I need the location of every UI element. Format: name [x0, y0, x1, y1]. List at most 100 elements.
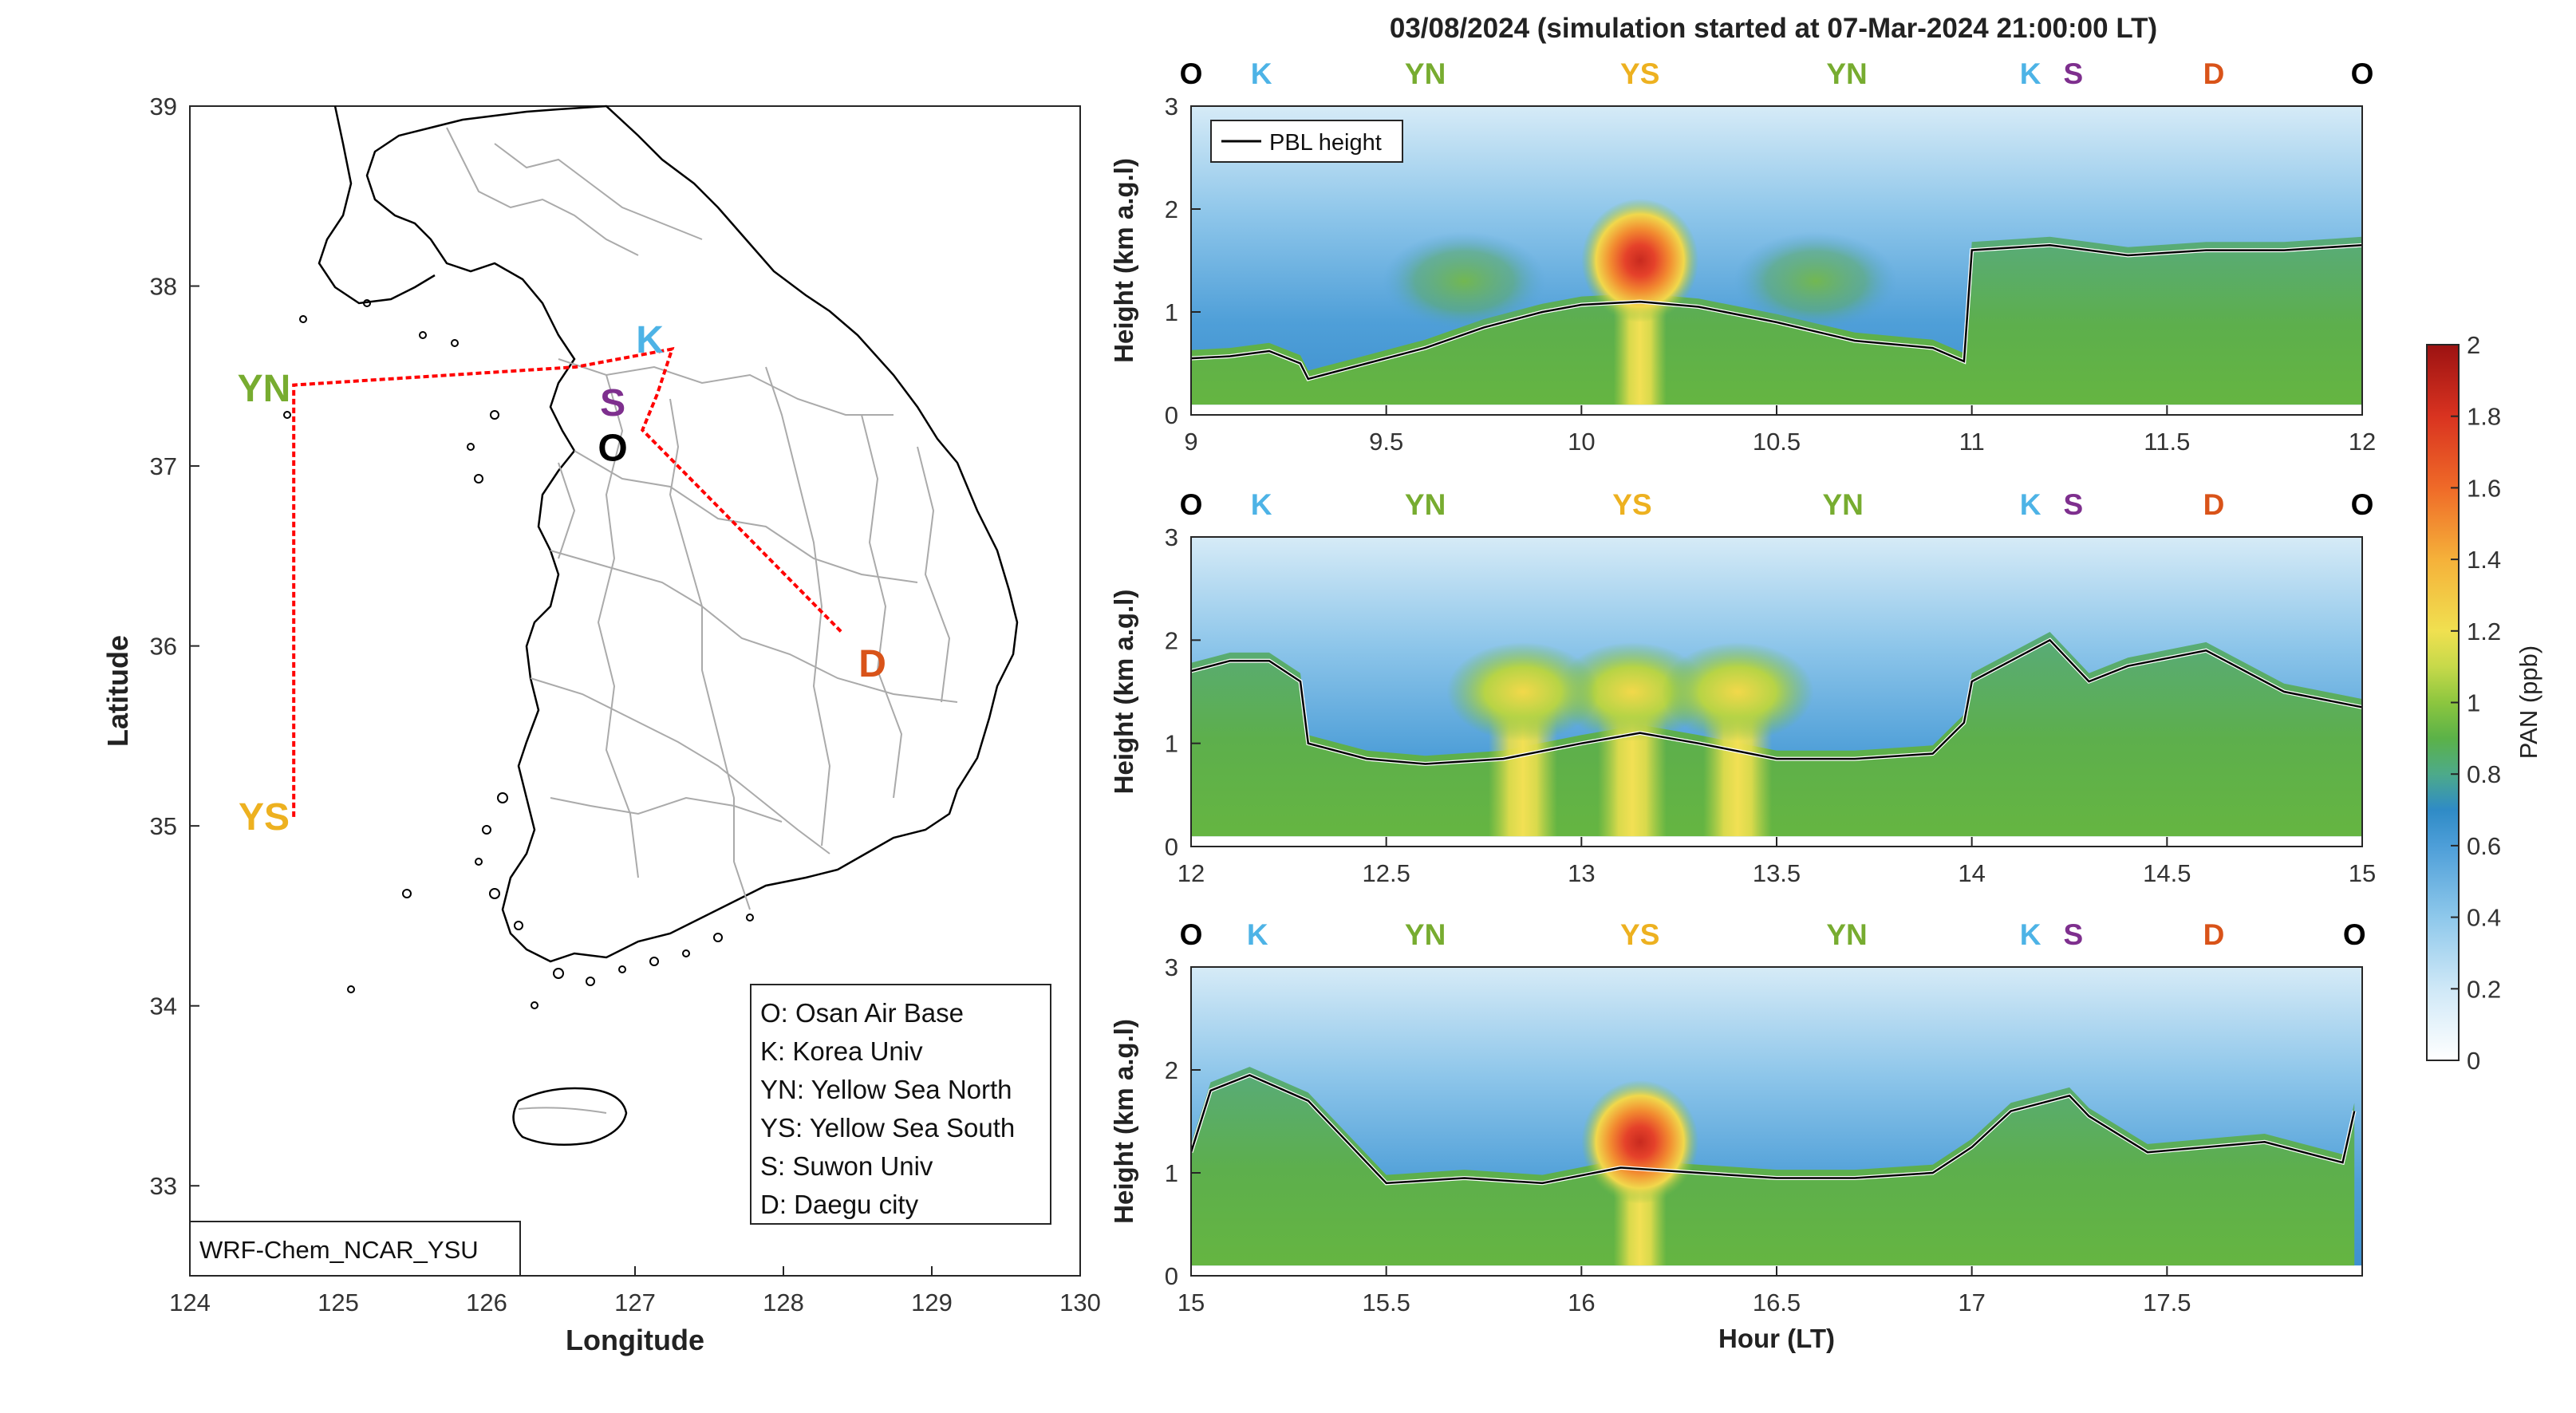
map-x-axis-label: Longitude: [566, 1324, 704, 1356]
panel-site-label-k: K: [1251, 57, 1272, 90]
panel-x-tick-label: 11.5: [2144, 428, 2190, 456]
panel-x-tick-label: 13: [1568, 859, 1595, 887]
pan-concentration-field: [1191, 537, 2362, 837]
panel-x-axis-label: Hour (LT): [1718, 1324, 1835, 1353]
pan-plume: [1556, 641, 1709, 742]
panel-y-tick-label: 2: [1165, 1056, 1178, 1084]
model-label-box: [189, 1221, 521, 1277]
panel-site-label-d: D: [2203, 57, 2225, 90]
panel-x-tick-label: 17: [1958, 1289, 1985, 1316]
panel-y-axis-label: Height (km a.g.l): [1109, 158, 1138, 363]
panel-site-label-ys: YS: [1612, 488, 1651, 521]
panel-x-tick-label: 16.5: [1753, 1289, 1801, 1316]
panel-site-label-o: O: [1180, 57, 1203, 90]
pbl-height-line: [1191, 1074, 2356, 1185]
panel-y-axis-label: Height (km a.g.l): [1109, 1019, 1138, 1224]
panel-x-tick-label: 16: [1568, 1289, 1595, 1316]
panel-site-label-k: K: [2020, 488, 2041, 521]
panel-site-label-k: K: [2020, 57, 2041, 90]
panel-site-label-yn: YN: [1405, 488, 1446, 521]
map-site-label-o: O: [598, 428, 627, 470]
panel-y-tick-label: 3: [1165, 523, 1178, 551]
boundary-layer-field: [1191, 1067, 2355, 1266]
pbl-legend: PBL height: [1210, 120, 1403, 163]
site-legend-entry: K: Korea Univ: [760, 1036, 923, 1066]
map-x-tick-label: 130: [1059, 1289, 1101, 1316]
pan-concentration-field: [1191, 967, 2362, 1266]
panel-x-tick-label: 17.5: [2143, 1289, 2191, 1316]
pan-plume: [1734, 231, 1898, 331]
site-legend-entry: D: Daegu city: [760, 1190, 919, 1219]
panel-y-tick-label: 0: [1165, 833, 1178, 861]
panel-y-tick-label: 3: [1165, 953, 1178, 981]
figure-title: 03/08/2024 (simulation started at 07-Mar…: [1390, 13, 2157, 44]
panel-y-tick-label: 1: [1165, 1159, 1178, 1187]
map-site-labels: O KS YN YS D: [238, 319, 886, 839]
map-x-tick-label: 127: [614, 1289, 656, 1316]
panel-site-label-ys: YS: [1620, 57, 1659, 90]
map-y-tick-label: 35: [150, 812, 177, 840]
panel-x-tick-label: 15: [1178, 1289, 1205, 1316]
panel-x-tick-label: 14: [1958, 859, 1985, 887]
panel-y-axis-label: Height (km a.g.l): [1109, 590, 1138, 795]
panel-y-tick-label: 0: [1165, 1262, 1178, 1290]
panel-site-label-s: S: [2064, 488, 2084, 521]
panel-y-tick-label: 2: [1165, 626, 1178, 654]
panel-site-label-k: K: [1251, 488, 1272, 521]
panel-y-tick-label: 2: [1165, 195, 1178, 223]
site-legend: O: Osan Air Base K: Korea Univ YN: Yellow …: [760, 998, 1015, 1219]
pbl-legend-label: PBL height: [1269, 130, 1382, 156]
panel-site-label-s: S: [2064, 918, 2084, 951]
pan-plume: [1446, 641, 1600, 742]
map-y-ticks: 33 34 35 36 37 38 39: [150, 93, 199, 1200]
map-site-label-s: S: [600, 382, 625, 424]
panel-x-tick-label: 12.5: [1362, 859, 1410, 887]
panel-site-label-k: K: [1247, 918, 1268, 951]
panel-x-tick-label: 10: [1568, 428, 1595, 456]
colorbar-tick-label: 0.2: [2467, 975, 2501, 1003]
model-label: WRF-Chem_NCAR_YSU: [199, 1236, 479, 1264]
colorbar-tick-label: 0.8: [2467, 760, 2501, 788]
colorbar-tick-label: 0.4: [2467, 904, 2501, 932]
panel-x-tick-label: 12: [2349, 428, 2376, 456]
boundary-layer-field: [1191, 632, 2362, 837]
panel-site-label-o: O: [1180, 488, 1203, 521]
map-y-axis-label: Latitude: [101, 635, 134, 747]
panel-site-label-s: S: [2064, 57, 2084, 90]
panel-site-label-o: O: [2343, 918, 2366, 951]
colorbar-tick-label: 2: [2467, 331, 2480, 359]
panel-x-tick-label: 15: [2349, 859, 2376, 887]
panel-site-label-k: K: [2020, 918, 2041, 951]
panel-y-tick-label: 1: [1165, 730, 1178, 758]
panel-site-label-yn: YN: [1826, 918, 1867, 951]
colorbar-tick-label: 1.2: [2467, 618, 2501, 645]
map-site-label-d: D: [858, 643, 886, 685]
panel-y-tick-label: 0: [1165, 401, 1178, 429]
panel-site-label-d: D: [2203, 488, 2225, 521]
curtain-panel-3: 15 15.5 16 16.5 17 17.5 0 1 2 3 Height (km a.g.l) H…: [1109, 918, 2366, 1353]
panel-site-label-d: D: [2203, 918, 2225, 951]
pan-plume: [1581, 1079, 1699, 1204]
panel-x-tick-label: 10.5: [1753, 428, 1801, 456]
korea-coastline: [283, 105, 1019, 1146]
panel-y-tick-label: 1: [1165, 298, 1178, 326]
panel-site-label-ys: YS: [1620, 918, 1659, 951]
colorbar-tick-label: 0.6: [2467, 832, 2501, 860]
map-x-tick-label: 124: [169, 1289, 211, 1316]
map-site-label-k: K: [636, 319, 664, 361]
site-legend-box: [750, 984, 1051, 1225]
panel-site-label-o: O: [2351, 57, 2374, 90]
colorbar-tick-label: 1.4: [2467, 546, 2501, 574]
site-legend-entry: S: Suwon Univ: [760, 1151, 933, 1181]
map-y-tick-label: 36: [150, 633, 177, 661]
panel-x-tick-label: 12: [1178, 859, 1205, 887]
site-legend-entry: YN: Yellow Sea North: [760, 1075, 1012, 1104]
panel-x-tick-label: 11: [1959, 428, 1985, 456]
colorbar-tick-label: 1: [2467, 689, 2480, 717]
panel-site-label-o: O: [2351, 488, 2374, 521]
map-site-label-ys: YS: [239, 796, 290, 839]
